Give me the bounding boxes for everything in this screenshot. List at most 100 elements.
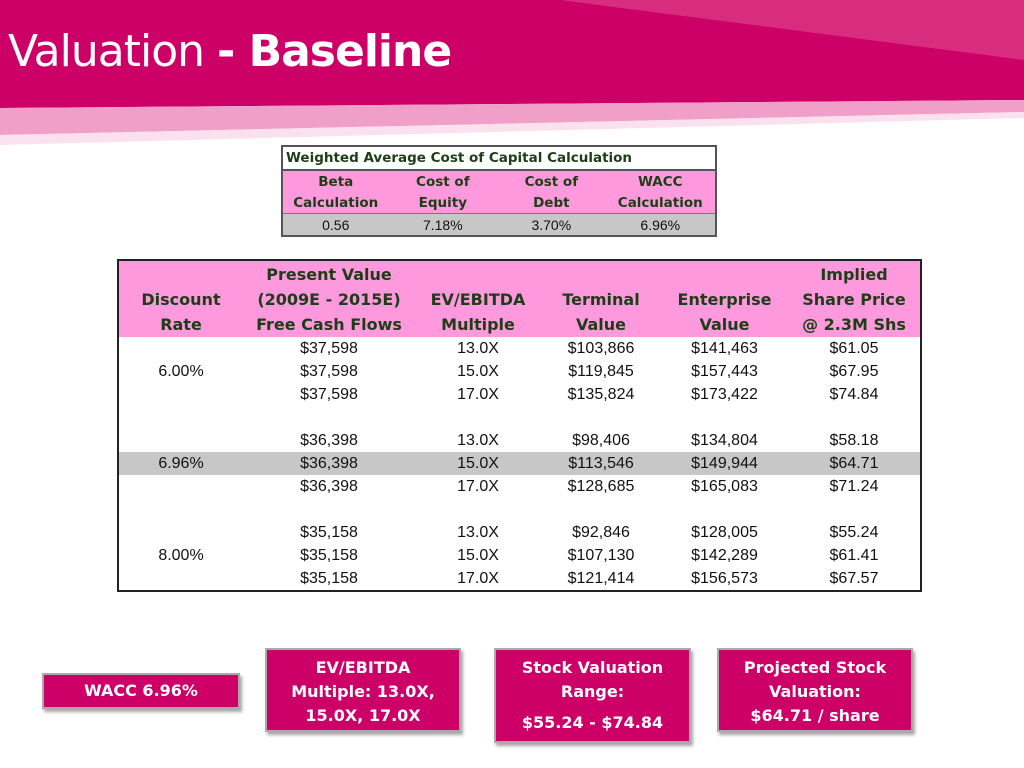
cell xyxy=(118,383,243,406)
header-discount-rate: Discount Rate xyxy=(118,260,243,337)
cell: $113,546 xyxy=(541,452,661,475)
cell: 15.0X xyxy=(415,452,541,475)
wacc-header-equity-2: Equity xyxy=(388,192,498,214)
box-line: Range: xyxy=(560,682,625,701)
cell xyxy=(118,567,243,591)
wacc-header-equity-1: Cost of xyxy=(388,170,498,192)
table-row: $36,398 17.0X $128,685 $165,083 $71.24 xyxy=(118,475,921,498)
header-line: EV/EBITDA xyxy=(430,290,526,309)
box-line: Projected Stock xyxy=(743,658,887,677)
header-line xyxy=(661,262,788,287)
wacc-header-debt-1: Cost of xyxy=(497,170,606,192)
table-row: $36,398 13.0X $98,406 $134,804 $58.18 xyxy=(118,429,921,452)
header-line xyxy=(541,262,661,287)
box-line: $55.24 - $74.84 xyxy=(521,713,664,732)
spacer-cell xyxy=(118,406,921,429)
header-line: Share Price xyxy=(802,290,906,309)
wacc-header-debt-2: Debt xyxy=(497,192,606,214)
header-line: Free Cash Flows xyxy=(256,315,402,334)
cell: $67.57 xyxy=(829,569,879,587)
cell: $64.71 xyxy=(788,452,921,475)
cell: $98,406 xyxy=(572,431,630,449)
cell: $35,158 xyxy=(300,546,358,564)
header-line xyxy=(415,262,541,287)
table-row-highlighted: 6.96% $36,398 15.0X $113,546 $149,944 $64.71 xyxy=(118,452,921,475)
spacer-row xyxy=(118,406,921,429)
cell: 17.0X xyxy=(457,477,499,495)
wacc-header-beta-1: Beta xyxy=(282,170,389,192)
wacc-values-row: 0.56 7.18% 3.70% 6.96% xyxy=(282,213,716,236)
header-present-value: Present Value (2009E - 2015E) Free Cash Fl… xyxy=(243,260,415,337)
cell: $58.18 xyxy=(829,431,879,449)
cell: $128,685 xyxy=(567,477,635,495)
cell: $157,443 xyxy=(691,362,758,380)
valuation-header-row: Discount Rate Present Value (2009E - 2015E… xyxy=(118,260,921,337)
cell: $142,289 xyxy=(691,546,758,564)
valuation-table: Discount Rate Present Value (2009E - 2015E… xyxy=(117,259,922,592)
title-banner xyxy=(0,0,1024,145)
slide-title: Valuation - Baseline xyxy=(8,26,452,77)
title-light: Valuation xyxy=(8,26,217,77)
banner-top-sheen xyxy=(560,0,1024,60)
cell: $173,422 xyxy=(691,385,758,403)
table-row: 8.00% $35,158 15.0X $107,130 $142,289 $61.41 xyxy=(118,544,921,567)
header-line: Implied xyxy=(820,265,888,284)
cell: 6.96% xyxy=(118,452,243,475)
cell: $128,005 xyxy=(691,523,758,541)
table-row: $35,158 13.0X $92,846 $128,005 $55.24 xyxy=(118,521,921,544)
wacc-value-beta: 0.56 xyxy=(282,213,389,236)
table-row: 6.00% $37,598 15.0X $119,845 $157,443 $67.95 xyxy=(118,360,921,383)
cell: $37,598 xyxy=(300,339,358,357)
cell: $36,398 xyxy=(300,431,358,449)
cell: $61.41 xyxy=(829,546,879,564)
header-line: Rate xyxy=(160,315,202,334)
wacc-value-wacc: 6.96% xyxy=(605,213,716,236)
header-line: Multiple xyxy=(441,315,515,334)
header-line: @ 2.3M Shs xyxy=(802,315,906,334)
header-terminal-value: Terminal Value xyxy=(541,260,661,337)
box-line: Stock Valuation xyxy=(521,658,664,677)
header-line: Terminal xyxy=(562,290,640,309)
cell: $103,866 xyxy=(567,339,635,357)
header-line: Enterprise xyxy=(677,290,772,309)
cell: $36,398 xyxy=(300,477,358,495)
box-line: Multiple: 13.0X, xyxy=(291,682,435,701)
cell: $149,944 xyxy=(661,452,788,475)
banner-light-stripe xyxy=(0,100,1024,135)
cell: $107,130 xyxy=(567,546,635,564)
header-line: Value xyxy=(699,315,750,334)
box-line: EV/EBITDA xyxy=(315,658,411,677)
wacc-header-wacc-2: Calculation xyxy=(605,192,716,214)
ev-ebitda-multiples-box: EV/EBITDA Multiple: 13.0X, 15.0X, 17.0X xyxy=(265,648,461,732)
spacer-row xyxy=(118,498,921,521)
header-line xyxy=(119,262,243,287)
cell: $37,598 xyxy=(300,362,358,380)
cell: $121,414 xyxy=(567,569,635,587)
cell xyxy=(118,475,243,498)
cell: $61.05 xyxy=(829,339,879,357)
cell: $141,463 xyxy=(691,339,758,357)
cell xyxy=(118,521,243,544)
cell: 6.00% xyxy=(158,362,204,380)
cell: $134,804 xyxy=(691,431,758,449)
table-row: $37,598 17.0X $135,824 $173,422 $74.84 xyxy=(118,383,921,406)
cell: $74.84 xyxy=(829,385,879,403)
wacc-summary-box: WACC 6.96% xyxy=(42,673,240,709)
wacc-value-cost-of-debt: 3.70% xyxy=(497,213,606,236)
wacc-value-cost-of-equity: 7.18% xyxy=(388,213,498,236)
banner-pale-stripe xyxy=(0,112,1024,145)
cell: $165,083 xyxy=(691,477,758,495)
cell: $35,158 xyxy=(300,523,358,541)
header-line: (2009E - 2015E) xyxy=(257,290,401,309)
cell: 13.0X xyxy=(457,339,499,357)
cell: $92,846 xyxy=(572,523,630,541)
cell: $36,398 xyxy=(243,452,415,475)
projected-stock-valuation-box: Projected Stock Valuation: $64.71 / shar… xyxy=(717,648,913,732)
cell: $135,824 xyxy=(567,385,635,403)
wacc-table: Weighted Average Cost of Capital Calcula… xyxy=(281,145,717,237)
cell: 15.0X xyxy=(457,546,499,564)
cell: 17.0X xyxy=(457,569,499,587)
box-line: 15.0X, 17.0X xyxy=(305,706,421,725)
wacc-header-beta-2: Calculation xyxy=(282,192,389,214)
cell: 13.0X xyxy=(457,431,499,449)
